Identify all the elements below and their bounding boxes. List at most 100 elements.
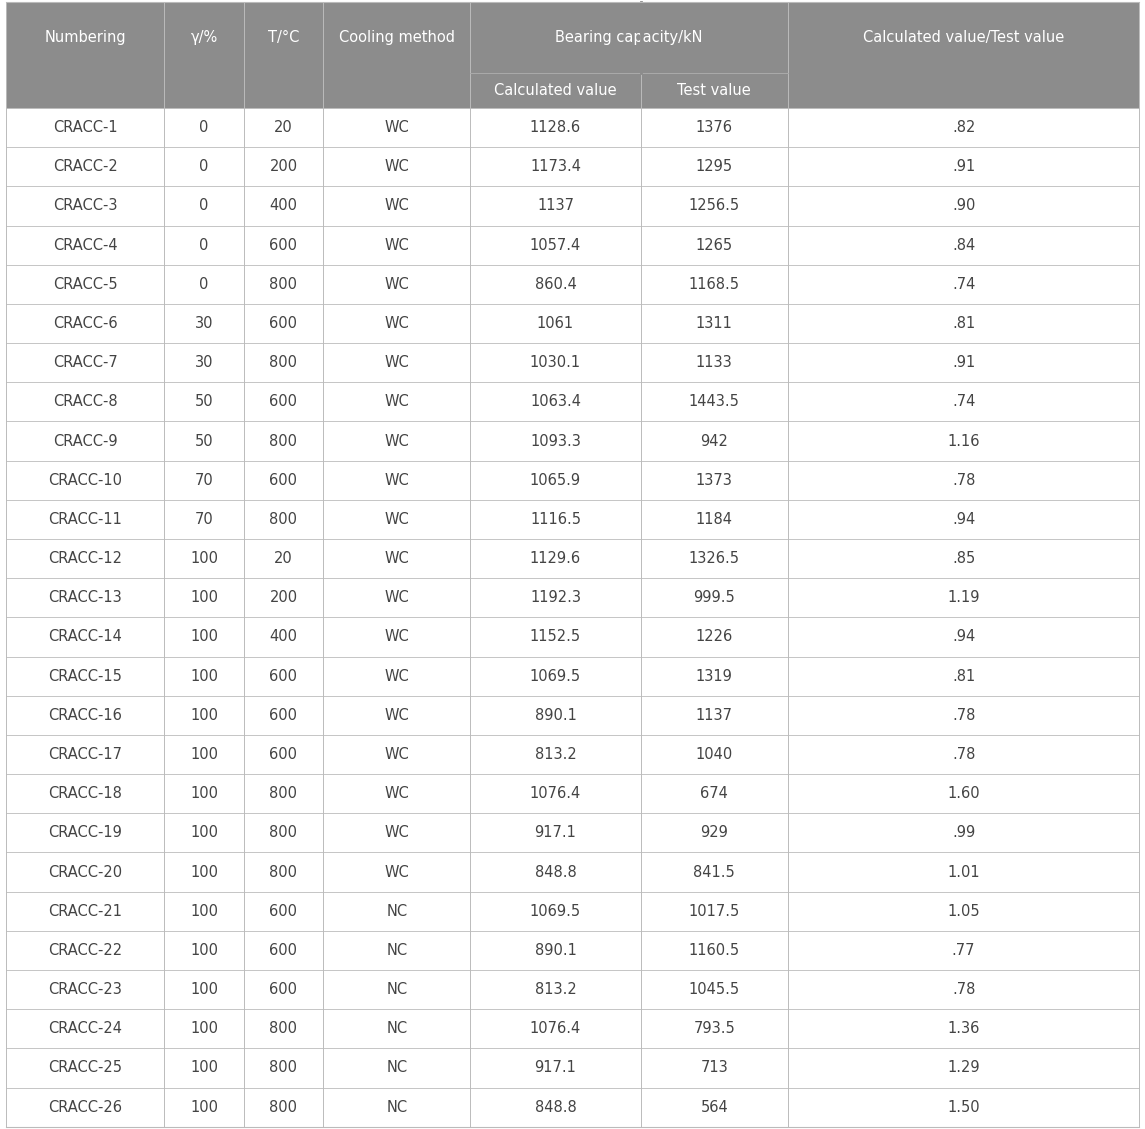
Text: 20: 20 — [274, 551, 293, 566]
Text: 1.36: 1.36 — [947, 1022, 980, 1036]
Text: 50: 50 — [195, 434, 213, 448]
Text: 400: 400 — [269, 630, 298, 645]
Bar — [6, 930, 1139, 970]
Text: 1063.4: 1063.4 — [530, 394, 581, 410]
Text: 600: 600 — [269, 394, 298, 410]
Text: Cooling method: Cooling method — [339, 30, 455, 45]
Text: NC: NC — [386, 1060, 408, 1076]
Text: 1065.9: 1065.9 — [530, 473, 581, 488]
Text: Bearing capacity/kN: Bearing capacity/kN — [555, 30, 703, 45]
Text: 0: 0 — [199, 199, 208, 213]
Text: T/°C: T/°C — [268, 30, 299, 45]
Bar — [6, 1049, 1139, 1087]
Text: γ/%: γ/% — [190, 30, 218, 45]
Bar — [6, 539, 1139, 578]
Text: WC: WC — [385, 708, 409, 723]
Text: 1256.5: 1256.5 — [688, 199, 740, 213]
Text: 600: 600 — [269, 473, 298, 488]
Bar — [6, 970, 1139, 1009]
Bar — [6, 1087, 1139, 1127]
Text: 890.1: 890.1 — [535, 943, 576, 957]
Text: CRACC-19: CRACC-19 — [48, 825, 123, 840]
Text: .81: .81 — [951, 668, 976, 684]
Text: 1133: 1133 — [696, 356, 733, 370]
Text: WC: WC — [385, 238, 409, 253]
Text: CRACC-10: CRACC-10 — [48, 473, 123, 488]
Bar — [6, 1009, 1139, 1049]
Text: 1373: 1373 — [696, 473, 733, 488]
Text: CRACC-3: CRACC-3 — [53, 199, 117, 213]
Text: 400: 400 — [269, 199, 298, 213]
Text: 800: 800 — [269, 825, 298, 840]
Text: 1076.4: 1076.4 — [530, 1022, 582, 1036]
Text: CRACC-26: CRACC-26 — [48, 1100, 123, 1114]
Text: .90: .90 — [951, 199, 976, 213]
Text: WC: WC — [385, 590, 409, 605]
Text: .77: .77 — [951, 943, 976, 957]
Text: 600: 600 — [269, 903, 298, 919]
Text: WC: WC — [385, 551, 409, 566]
Text: WC: WC — [385, 199, 409, 213]
Text: CRACC-9: CRACC-9 — [53, 434, 118, 448]
Text: WC: WC — [385, 668, 409, 684]
Text: 800: 800 — [269, 356, 298, 370]
Text: 600: 600 — [269, 668, 298, 684]
Text: 70: 70 — [195, 511, 213, 527]
Text: 890.1: 890.1 — [535, 708, 576, 723]
Text: CRACC-22: CRACC-22 — [48, 943, 123, 957]
Text: Numbering: Numbering — [45, 30, 126, 45]
Text: .94: .94 — [951, 511, 976, 527]
Text: CRACC-14: CRACC-14 — [48, 630, 123, 645]
Text: 1030.1: 1030.1 — [530, 356, 581, 370]
Text: 100: 100 — [190, 1022, 218, 1036]
Text: WC: WC — [385, 630, 409, 645]
Text: 100: 100 — [190, 747, 218, 762]
Text: .84: .84 — [951, 238, 976, 253]
Text: 600: 600 — [269, 708, 298, 723]
Text: 1173.4: 1173.4 — [530, 159, 581, 174]
Text: 100: 100 — [190, 708, 218, 723]
Text: WC: WC — [385, 786, 409, 802]
Text: CRACC-5: CRACC-5 — [53, 277, 118, 292]
Text: 1.16: 1.16 — [947, 434, 980, 448]
Text: 100: 100 — [190, 551, 218, 566]
Text: Calculated value/Test value: Calculated value/Test value — [863, 30, 1064, 45]
Text: 848.8: 848.8 — [535, 1100, 576, 1114]
Text: 100: 100 — [190, 903, 218, 919]
Text: WC: WC — [385, 434, 409, 448]
Text: CRACC-2: CRACC-2 — [53, 159, 118, 174]
Text: Calculated value: Calculated value — [495, 82, 617, 98]
Text: .85: .85 — [951, 551, 976, 566]
Text: 929: 929 — [701, 825, 728, 840]
Text: WC: WC — [385, 277, 409, 292]
Text: 100: 100 — [190, 590, 218, 605]
Text: 1069.5: 1069.5 — [530, 903, 581, 919]
Text: 713: 713 — [701, 1060, 728, 1076]
Text: CRACC-16: CRACC-16 — [48, 708, 123, 723]
Text: 0: 0 — [199, 120, 208, 135]
Text: 200: 200 — [269, 159, 298, 174]
Text: Test value: Test value — [678, 82, 751, 98]
Text: CRACC-11: CRACC-11 — [48, 511, 123, 527]
Bar — [6, 72, 1139, 108]
Text: .81: .81 — [951, 316, 976, 331]
Text: 1040: 1040 — [695, 747, 733, 762]
Text: 600: 600 — [269, 316, 298, 331]
Text: 600: 600 — [269, 238, 298, 253]
Text: WC: WC — [385, 394, 409, 410]
Text: WC: WC — [385, 511, 409, 527]
Text: 600: 600 — [269, 747, 298, 762]
Bar — [6, 852, 1139, 892]
Text: CRACC-23: CRACC-23 — [48, 982, 123, 997]
Text: .74: .74 — [951, 394, 976, 410]
Bar — [6, 2, 1139, 72]
Text: NC: NC — [386, 943, 408, 957]
Text: WC: WC — [385, 825, 409, 840]
Text: 1311: 1311 — [696, 316, 733, 331]
Bar — [6, 657, 1139, 695]
Text: CRACC-24: CRACC-24 — [48, 1022, 123, 1036]
Text: 1160.5: 1160.5 — [688, 943, 740, 957]
Text: WC: WC — [385, 473, 409, 488]
Text: 1376: 1376 — [696, 120, 733, 135]
Text: 917.1: 917.1 — [535, 825, 576, 840]
